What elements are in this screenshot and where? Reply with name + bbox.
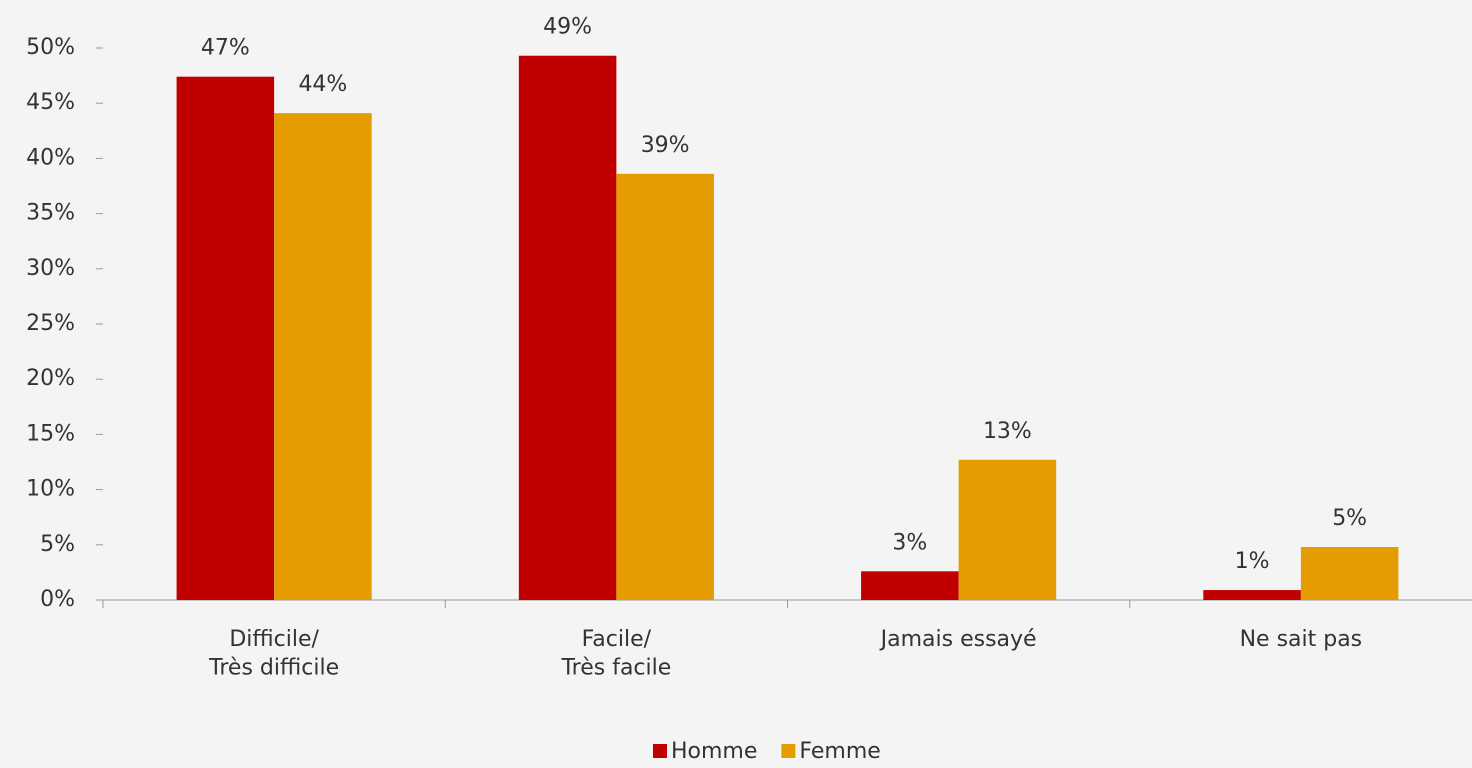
bar xyxy=(1300,547,1399,600)
y-tick-label: 20% xyxy=(26,366,75,391)
value-label: 13% xyxy=(983,419,1032,444)
bar xyxy=(176,76,275,601)
x-tick-label: Difficile/Très difficile xyxy=(208,627,339,681)
value-label: 47% xyxy=(201,36,250,61)
value-label: 44% xyxy=(298,72,347,97)
y-tick-label: 40% xyxy=(26,145,75,170)
bar xyxy=(861,571,959,600)
bar xyxy=(274,113,372,601)
x-tick-label: Jamais essayé xyxy=(879,627,1037,652)
value-label: 49% xyxy=(543,15,592,40)
y-tick-label: 25% xyxy=(26,311,75,336)
value-label: 39% xyxy=(641,133,690,158)
x-tick-label: Facile/Très facile xyxy=(560,627,671,681)
legend-swatch xyxy=(653,744,667,758)
y-tick-label: 5% xyxy=(40,532,75,557)
y-tick-label: 45% xyxy=(26,90,75,115)
y-tick-label: 0% xyxy=(40,587,75,612)
bar xyxy=(518,55,617,600)
x-tick-label: Ne sait pas xyxy=(1240,627,1363,652)
legend-label: Femme xyxy=(799,739,880,764)
legend-swatch xyxy=(781,744,796,758)
value-label: 3% xyxy=(892,530,927,555)
y-tick-label: 30% xyxy=(26,256,75,281)
bar xyxy=(616,173,714,600)
y-tick-label: 50% xyxy=(26,35,75,60)
y-tick-label: 10% xyxy=(26,477,75,502)
value-label: 1% xyxy=(1235,549,1270,574)
value-label: 5% xyxy=(1332,506,1367,531)
y-tick-label: 35% xyxy=(26,201,75,226)
y-tick-label: 15% xyxy=(26,421,75,446)
legend-label: Homme xyxy=(671,739,757,764)
bar xyxy=(958,459,1057,600)
bar xyxy=(1203,590,1301,600)
